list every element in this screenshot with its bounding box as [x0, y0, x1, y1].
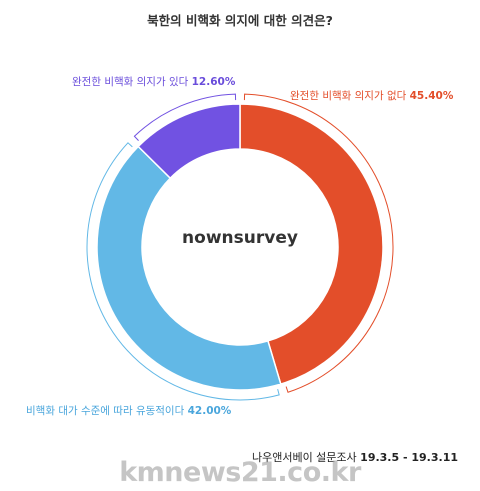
slice-label-value: 42.00% [187, 405, 232, 417]
slice-has-will [137, 103, 241, 180]
source-dates: 19.3.5 - 19.3.11 [360, 451, 458, 464]
leader-no-will [243, 93, 394, 393]
slice-label-text: 완전한 비핵화 의지가 없다 [290, 90, 407, 102]
leader-has-will [133, 93, 237, 141]
source-note: 나우앤서베이 설문조사 19.3.5 - 19.3.11 [252, 449, 458, 465]
donut-center-label: nownsurvey [182, 228, 298, 248]
watermark: kmnews21.co.kr [119, 457, 361, 488]
slice-label-no-will: 완전한 비핵화 의지가 없다 45.40% [290, 88, 453, 103]
leader-flexible [86, 142, 280, 401]
slice-label-text: 비핵화 대가 수준에 따라 유동적이다 [26, 405, 185, 417]
slice-flexible [96, 145, 282, 391]
slice-label-flexible: 비핵화 대가 수준에 따라 유동적이다 42.00% [26, 403, 231, 418]
source-text: 나우앤서베이 설문조사 [251, 451, 357, 464]
slice-no-will [239, 103, 384, 386]
chart-title: 북한의 비핵화 의지에 대한 의견은? [147, 13, 333, 28]
slice-label-value: 12.60% [191, 76, 236, 88]
slice-label-text: 완전한 비핵화 의지가 있다 [72, 76, 189, 88]
slice-label-value: 45.40% [409, 90, 454, 102]
slice-label-has-will: 완전한 비핵화 의지가 있다 12.60% [72, 74, 235, 89]
